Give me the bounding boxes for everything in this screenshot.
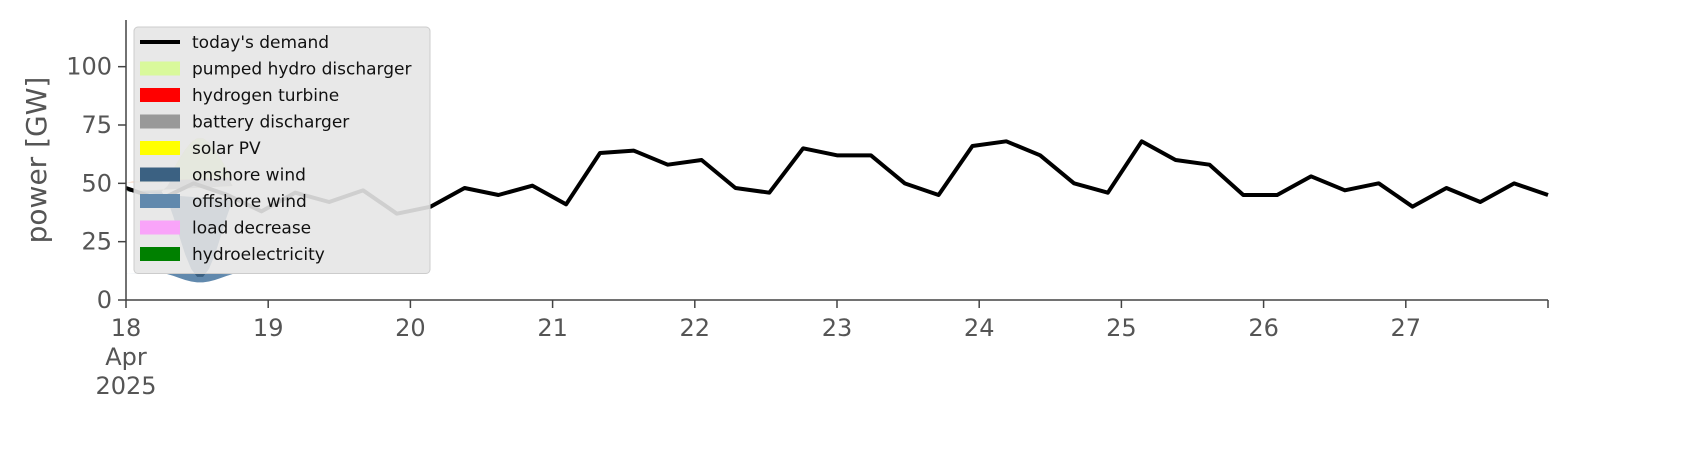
legend-swatch xyxy=(140,88,180,102)
x-tick-label: 26 xyxy=(1248,314,1279,342)
legend-swatch xyxy=(140,167,180,182)
legend-swatch xyxy=(140,247,180,261)
x-axis: 18 Apr 2025 19 20 21 22 23 24 25 26 27 xyxy=(95,299,1549,400)
legend-swatch xyxy=(140,141,180,155)
legend-swatch xyxy=(140,194,180,208)
legend-swatch xyxy=(140,220,180,235)
y-axis-title: power [GW] xyxy=(20,77,53,244)
x-tick-label: 24 xyxy=(964,314,995,342)
legend-label: onshore wind xyxy=(192,166,306,186)
y-tick-label: 50 xyxy=(81,169,112,197)
x-tick-label: 23 xyxy=(822,314,853,342)
legend-label: hydrogen turbine xyxy=(192,86,339,106)
x-tick-label: 19 xyxy=(253,314,284,342)
legend-frame xyxy=(133,26,431,274)
legend: today's demand pumped hydro discharger hyd… xyxy=(133,26,431,274)
x-tick-label: 25 xyxy=(1106,314,1137,342)
x-tick-label: 27 xyxy=(1391,314,1422,342)
legend-label: today's demand xyxy=(192,33,329,53)
x-tick-label: 20 xyxy=(395,314,426,342)
y-tick-label: 75 xyxy=(81,111,112,139)
legend-swatch xyxy=(140,114,180,129)
y-tick-label: 0 xyxy=(97,286,112,314)
y-tick-label: 25 xyxy=(81,228,112,256)
y-axis: 0 25 50 75 100 xyxy=(66,20,127,314)
area-offshore-wind xyxy=(126,273,233,283)
legend-label: pumped hydro discharger xyxy=(192,60,411,80)
legend-label: load decrease xyxy=(192,219,311,239)
x-tick-label: 22 xyxy=(680,314,711,342)
legend-label: offshore wind xyxy=(192,192,307,212)
legend-label: solar PV xyxy=(192,139,261,159)
legend-label: hydroelectricity xyxy=(192,245,325,265)
x-tick-label: 18 Apr 2025 xyxy=(95,314,156,400)
legend-swatch xyxy=(140,61,180,76)
y-tick-label: 100 xyxy=(66,53,112,81)
x-tick-label: 21 xyxy=(537,314,568,342)
legend-label: battery discharger xyxy=(192,113,349,133)
